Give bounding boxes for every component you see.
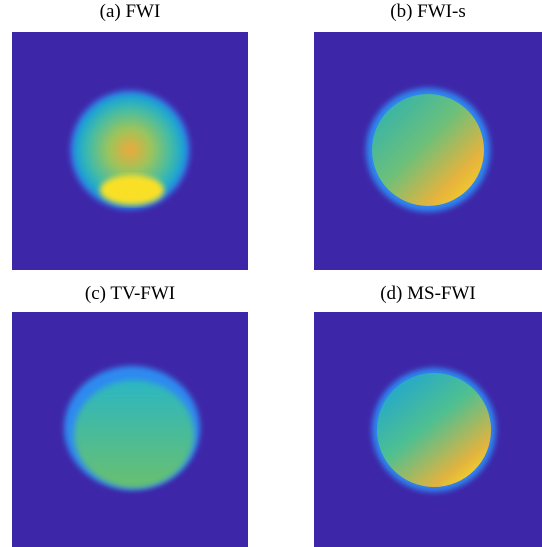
panel-caption: (b) FWI-s (390, 1, 465, 22)
panel-caption: (d) MS-FWI (380, 283, 476, 304)
panel-image (314, 32, 542, 270)
panel-image (12, 32, 248, 270)
figure: (a) FWI (b) FWI-s (c) TV-FWI (d) MS-FWI (0, 0, 542, 547)
panel-image (314, 312, 542, 547)
panel-caption: (a) FWI (100, 1, 161, 22)
panel-caption: (c) TV-FWI (85, 283, 175, 304)
panel-image (12, 312, 248, 547)
